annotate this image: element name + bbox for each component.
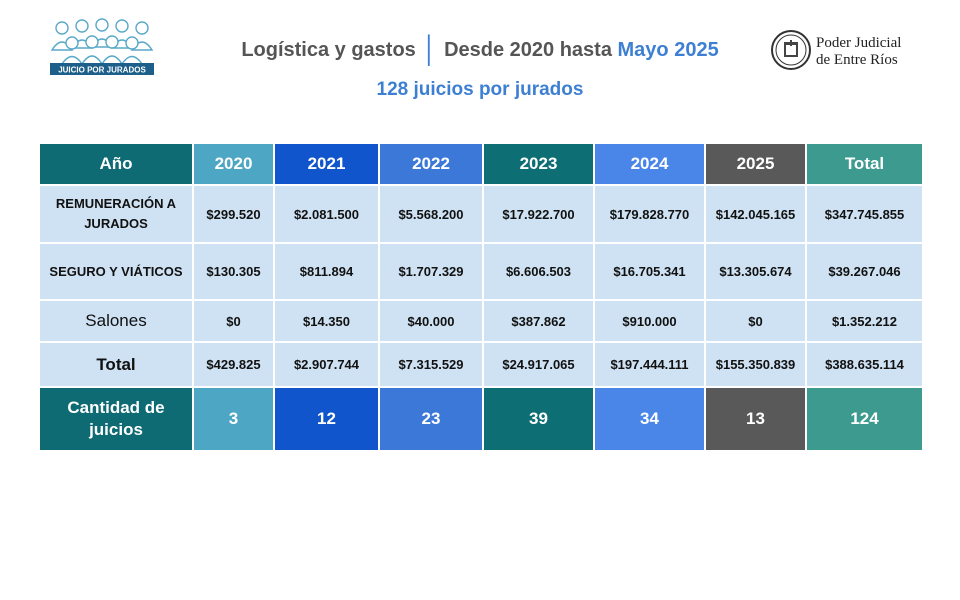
title-part2: Desde 2020 hasta [444,39,612,61]
table-cell: $1.352.212 [807,301,922,343]
table-cell: $197.444.111 [595,343,704,388]
header-cell: 2020 [194,144,273,186]
footer-cell: 23 [380,388,482,450]
table-cell: $179.828.770 [595,186,704,244]
table-cell: $1.707.329 [380,244,482,301]
table-header-row: Año 2020 2021 2022 2023 2024 2025 Total [40,144,922,186]
header-cell: 2022 [380,144,482,186]
header-cell: 2021 [275,144,378,186]
footer-cell: 124 [807,388,922,450]
footer-cell: 39 [484,388,593,450]
table-cell: $429.825 [194,343,273,388]
page-subtitle: 128 juicios por jurados [376,79,584,100]
table-cell: $13.305.674 [706,244,805,301]
row-label: Total [40,343,192,388]
footer-cell: 13 [706,388,805,450]
table-row: Salones $0 $14.350 $40.000 $387.862 $910… [40,301,922,343]
table-cell: $142.045.165 [706,186,805,244]
footer-cell: 34 [595,388,704,450]
page-title: Logística y gastos │ Desde 2020 hasta Mayo… [0,34,960,65]
institution-name-line2: de Entre Ríos [816,52,898,68]
title-part1: Logística y gastos [241,39,416,61]
title-highlight: Mayo 2025 [617,39,719,61]
table-cell: $14.350 [275,301,378,343]
table-cell: $910.000 [595,301,704,343]
header-cell: 2025 [706,144,805,186]
table-cell: $2.081.500 [275,186,378,244]
table-cell: $388.635.114 [807,343,922,388]
expenses-table: Año 2020 2021 2022 2023 2024 2025 Total … [38,144,924,450]
header-cell: 2024 [595,144,704,186]
table-cell: $39.267.046 [807,244,922,301]
footer-cell: 12 [275,388,378,450]
table-cell: $17.922.700 [484,186,593,244]
footer-label: Cantidad de juicios [40,388,192,450]
table-cell: $299.520 [194,186,273,244]
row-label: REMUNERACIÓN A JURADOS [40,186,192,244]
table-cell: $0 [194,301,273,343]
table-cell: $387.862 [484,301,593,343]
table-footer-row: Cantidad de juicios 3 12 23 39 34 13 124 [40,388,922,450]
table-cell: $2.907.744 [275,343,378,388]
logo-text: JUICIO POR JURADOS [58,66,146,75]
table-cell: $130.305 [194,244,273,301]
row-label: SEGURO Y VIÁTICOS [40,244,192,301]
table-cell: $40.000 [380,301,482,343]
table-row: Total $429.825 $2.907.744 $7.315.529 $24… [40,343,922,388]
table-cell: $0 [706,301,805,343]
header-cell: 2023 [484,144,593,186]
header-cell: Año [40,144,192,186]
header-cell: Total [807,144,922,186]
table-cell: $24.917.065 [484,343,593,388]
poder-judicial-logo: Poder Judicial de Entre Ríos [771,30,901,70]
table-cell: $5.568.200 [380,186,482,244]
institution-name-line1: Poder Judicial [816,35,901,51]
table-cell: $6.606.503 [484,244,593,301]
title-separator: │ [421,34,439,64]
row-label: Salones [40,301,192,343]
table-cell: $155.350.839 [706,343,805,388]
table-cell: $16.705.341 [595,244,704,301]
juicio-por-jurados-logo: JUICIO POR JURADOS [50,18,154,75]
footer-cell: 3 [194,388,273,450]
table-cell: $811.894 [275,244,378,301]
table-row: REMUNERACIÓN A JURADOS $299.520 $2.081.5… [40,186,922,244]
table-cell: $347.745.855 [807,186,922,244]
table-cell: $7.315.529 [380,343,482,388]
table-row: SEGURO Y VIÁTICOS $130.305 $811.894 $1.7… [40,244,922,301]
